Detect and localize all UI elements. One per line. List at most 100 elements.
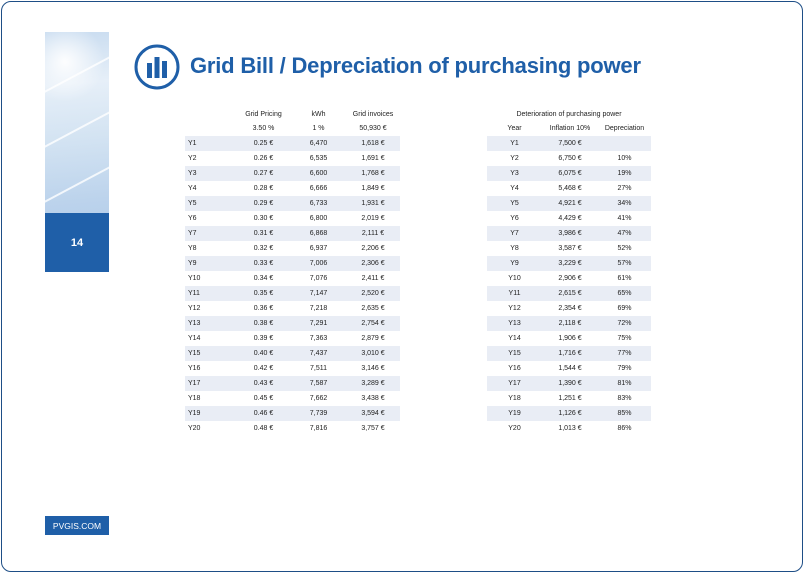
grid-invoices-table: Grid Pricing kWh Grid invoices 3.50 % 1 … (185, 108, 400, 436)
table-cell: 81% (598, 376, 651, 391)
grid-subheader-blank (185, 122, 236, 136)
table-cell: 0.45 € (236, 391, 291, 406)
page-number: 14 (45, 213, 109, 272)
depreciation-table-title: Deterioration of purchasing power (516, 111, 622, 118)
grid-header-blank (185, 108, 236, 122)
table-row: Y9 3,229 €57% (487, 256, 651, 271)
table-cell: 0.46 € (236, 406, 291, 421)
table-cell: 2,411 € (346, 271, 400, 286)
page-title: Grid Bill / Depreciation of purchasing p… (190, 53, 641, 78)
table-cell: 7,291 (291, 316, 346, 331)
table-cell: 3,986 € (542, 226, 598, 241)
table-cell: 1,251 € (542, 391, 598, 406)
table-cell: 0.25 € (236, 136, 291, 151)
table-row: Y15 1,716 €77% (487, 346, 651, 361)
site-link[interactable]: PVGIS.COM (45, 516, 109, 535)
table-cell: 3,587 € (542, 241, 598, 256)
table-cell: 72% (598, 316, 651, 331)
table-cell: 52% (598, 241, 651, 256)
table-cell: 0.31 € (236, 226, 291, 241)
table-row: Y4 0.28 €6,666 1,849 € (185, 181, 400, 196)
inflation-header: Inflation 10% (549, 125, 591, 132)
table-cell: 4,429 € (542, 211, 598, 226)
table-cell: 1,849 € (346, 181, 400, 196)
table-cell: 0.42 € (236, 361, 291, 376)
table-row: Y13 0.38 €7,291 2,754 € (185, 316, 400, 331)
table-cell: Y5 (487, 196, 542, 211)
table-cell: 0.48 € (236, 421, 291, 436)
grid-pricing-header: Grid Pricing (245, 111, 282, 118)
table-cell: 6,535 (291, 151, 346, 166)
table-cell: 2,879 € (346, 331, 400, 346)
table-cell: 85% (598, 406, 651, 421)
table-cell: 3,594 € (346, 406, 400, 421)
table-cell: 0.27 € (236, 166, 291, 181)
table-cell: 1,126 € (542, 406, 598, 421)
table-row: Y16 0.42 €7,511 3,146 € (185, 361, 400, 376)
table-cell: 0.28 € (236, 181, 291, 196)
table-cell: Y19 (487, 406, 542, 421)
table-cell: Y7 (487, 226, 542, 241)
table-row: Y5 0.29 €6,733 1,931 € (185, 196, 400, 211)
depreciation-title-row: Deterioration of purchasing power (487, 108, 651, 122)
table-cell: 1,906 € (542, 331, 598, 346)
table-row: Y17 0.43 €7,587 3,289 € (185, 376, 400, 391)
table-cell (598, 136, 651, 151)
table-row: Y3 0.27 €6,600 1,768 € (185, 166, 400, 181)
table-cell: 1,691 € (346, 151, 400, 166)
table-cell: 7,076 (291, 271, 346, 286)
table-cell: Y7 (185, 226, 236, 241)
table-row: Y14 0.39 €7,363 2,879 € (185, 331, 400, 346)
table-cell: Y10 (185, 271, 236, 286)
table-cell: 47% (598, 226, 651, 241)
table-cell: 2,206 € (346, 241, 400, 256)
table-row: Y2 0.26 €6,535 1,691 € (185, 151, 400, 166)
table-cell: Y2 (185, 151, 236, 166)
table-cell: 0.39 € (236, 331, 291, 346)
table-cell: 7,816 (291, 421, 346, 436)
table-cell: 3,289 € (346, 376, 400, 391)
table-cell: 2,520 € (346, 286, 400, 301)
table-cell: 1,013 € (542, 421, 598, 436)
table-cell: Y8 (487, 241, 542, 256)
grid-table-body: Y1 0.25 €6,470 1,618 € Y2 0.26 €6,535 1,691 €… (185, 136, 400, 436)
table-row: Y10 2,906 €61% (487, 271, 651, 286)
table-row: Y11 2,615 €65% (487, 286, 651, 301)
table-cell: 1,716 € (542, 346, 598, 361)
sidebar-streak (45, 105, 109, 151)
table-cell: 3,229 € (542, 256, 598, 271)
table-cell: 3,146 € (346, 361, 400, 376)
table-row: Y17 1,390 €81% (487, 376, 651, 391)
table-row: Y7 0.31 €6,868 2,111 € (185, 226, 400, 241)
table-cell: Y15 (185, 346, 236, 361)
table-cell: 86% (598, 421, 651, 436)
table-cell: Y8 (185, 241, 236, 256)
table-row: Y4 5,468 €27% (487, 181, 651, 196)
table-cell: 1,544 € (542, 361, 598, 376)
table-cell: 6,750 € (542, 151, 598, 166)
table-cell: 57% (598, 256, 651, 271)
table-row: Y16 1,544 €79% (487, 361, 651, 376)
depreciation-header: Depreciation (604, 125, 645, 132)
table-cell: 6,733 (291, 196, 346, 211)
table-cell: 79% (598, 361, 651, 376)
table-row: Y3 6,075 €19% (487, 166, 651, 181)
table-row: Y1 7,500 € (487, 136, 651, 151)
table-cell: 7,006 (291, 256, 346, 271)
table-cell: 19% (598, 166, 651, 181)
table-row: Y20 1,013 €86% (487, 421, 651, 436)
table-cell: 2,635 € (346, 301, 400, 316)
table-cell: 2,754 € (346, 316, 400, 331)
table-cell: 2,615 € (542, 286, 598, 301)
table-cell: Y16 (185, 361, 236, 376)
table-cell: 0.36 € (236, 301, 291, 316)
table-cell: 6,937 (291, 241, 346, 256)
table-cell: 10% (598, 151, 651, 166)
table-cell: Y6 (185, 211, 236, 226)
table-row: Y19 1,126 €85% (487, 406, 651, 421)
sidebar-glow (45, 32, 105, 102)
table-cell: 7,587 (291, 376, 346, 391)
table-cell: 77% (598, 346, 651, 361)
table-cell: Y3 (185, 166, 236, 181)
table-cell: 0.30 € (236, 211, 291, 226)
